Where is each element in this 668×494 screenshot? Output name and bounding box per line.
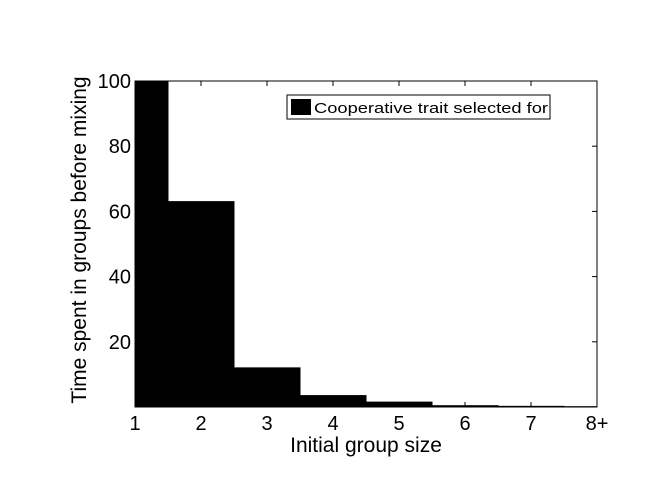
y-tick-label-20: 20 — [109, 332, 131, 354]
x-tick-labels: 1 2 3 4 5 6 7 8+ — [129, 413, 608, 435]
y-tick-label-60: 60 — [109, 201, 131, 223]
bar-3 — [233, 367, 301, 408]
x-tick-label-5: 5 — [393, 413, 404, 435]
plot-frame — [134, 80, 598, 408]
x-tick-label-8+: 8+ — [586, 413, 609, 435]
legend-box — [286, 94, 551, 120]
legend-swatch — [291, 99, 311, 115]
x-axis-title: Initial group size — [290, 434, 442, 457]
legend-label: Cooperative trait selected for — [314, 100, 548, 117]
y-axis-title: Time spent in groups before mixing — [68, 76, 91, 403]
bars-group — [134, 80, 598, 408]
bar-2 — [167, 201, 235, 408]
x-tick-label-3: 3 — [261, 413, 272, 435]
bar-1 — [134, 80, 169, 408]
legend: Cooperative trait selected for — [286, 94, 551, 120]
y-tick-label-100: 100 — [98, 71, 131, 93]
y-tick-labels: 20 40 60 80 100 — [98, 71, 131, 354]
x-tick-label-1: 1 — [129, 413, 140, 435]
x-tick-label-4: 4 — [327, 413, 338, 435]
ticks-group — [134, 80, 598, 407]
x-tick-label-6: 6 — [459, 413, 470, 435]
x-tick-label-7: 7 — [525, 413, 536, 435]
x-tick-label-2: 2 — [195, 413, 206, 435]
y-tick-label-40: 40 — [109, 267, 131, 289]
y-tick-label-80: 80 — [109, 136, 131, 158]
